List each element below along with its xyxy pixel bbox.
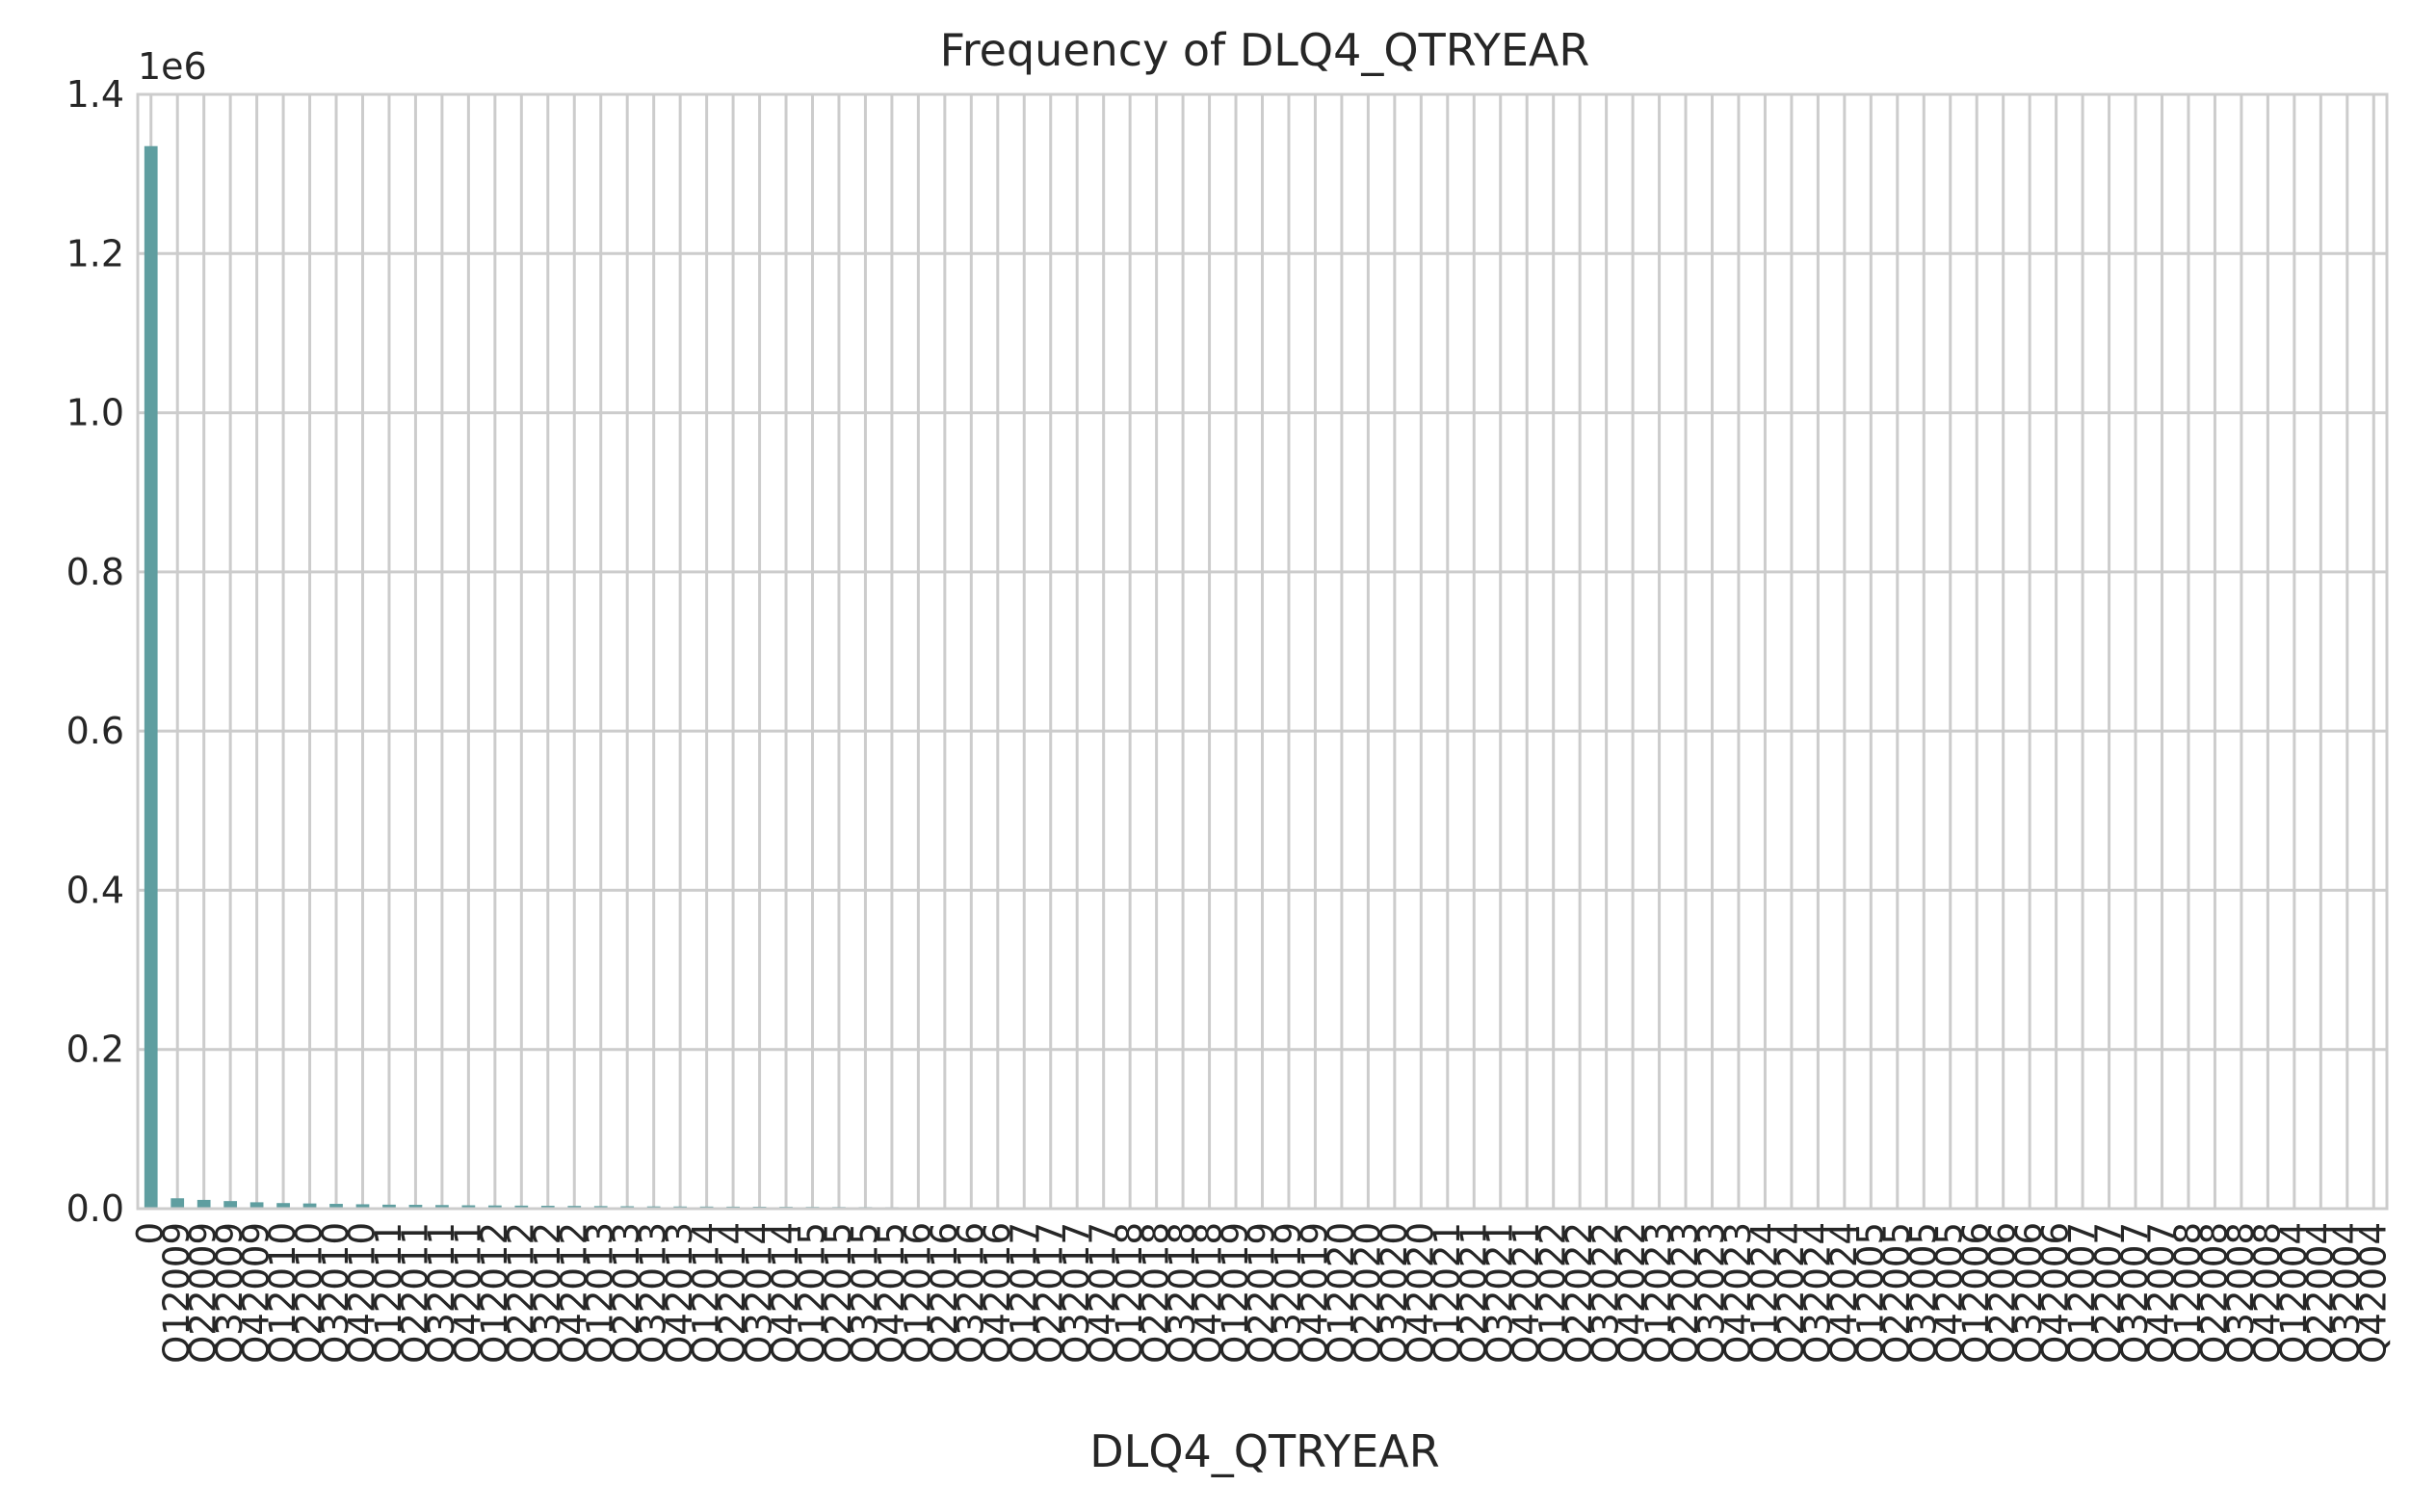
x-tick-label: Q42004 [2352,1222,2394,1364]
y-tick-label: 0.6 [66,710,124,752]
y-tick-label: 0.2 [66,1029,124,1071]
y-tick-label: 0.0 [66,1187,124,1230]
y-tick-label: 1.4 [66,73,124,116]
x-tick-labels: 0Q12009Q22009Q32009Q42009Q12010Q22010Q32… [130,1222,2395,1364]
y-tick-label: 0.8 [66,551,124,593]
y-tick-label: 0.4 [66,869,124,911]
bar-Q12009 [170,1198,184,1209]
chart-title: Frequency of DLQ4_QTRYEAR [940,24,1590,76]
bar-0 [144,146,158,1209]
y-tick-label: 1.2 [66,232,124,274]
y-tick-label: 1.0 [66,392,124,434]
y-axis-offset-label: 1e6 [138,45,207,88]
x-axis-label: DLQ4_QTRYEAR [1089,1425,1439,1477]
